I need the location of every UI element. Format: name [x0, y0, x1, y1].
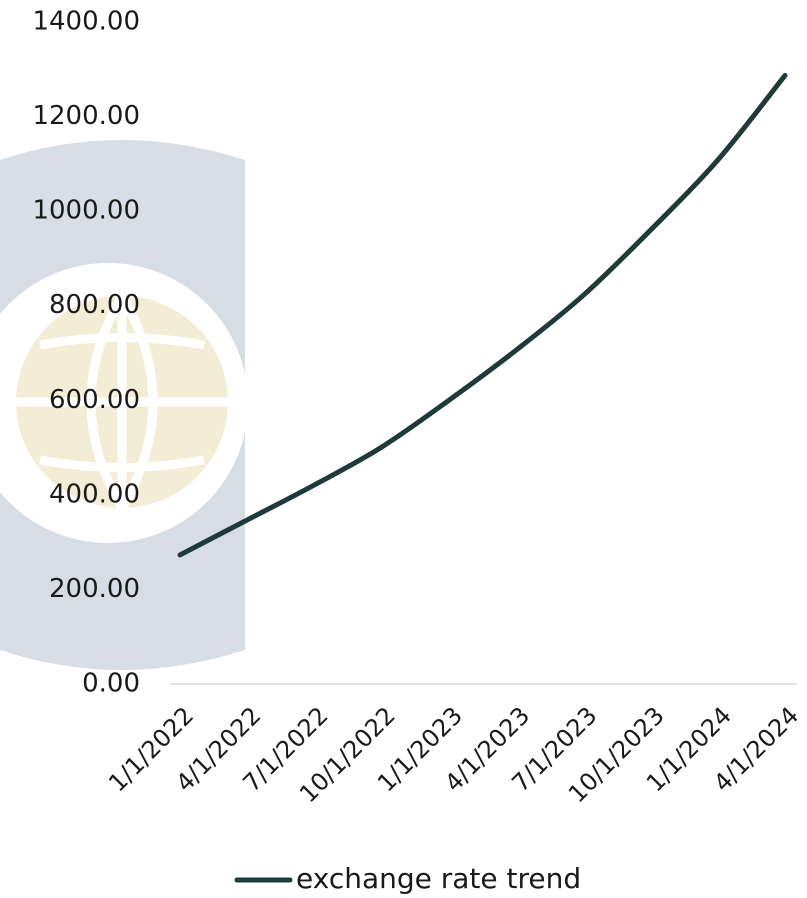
y-tick-label: 1000.00 [32, 196, 140, 226]
y-tick-label: 600.00 [49, 385, 140, 415]
y-tick-label: 1400.00 [32, 7, 140, 37]
y-tick-label: 800.00 [49, 290, 140, 320]
y-tick-label: 200.00 [49, 574, 140, 604]
y-tick-label: 400.00 [49, 479, 140, 509]
y-tick-label: 1200.00 [32, 101, 140, 131]
y-tick-label: 0.00 [82, 669, 140, 699]
series-line [180, 75, 785, 554]
legend-label: exchange rate trend [296, 862, 581, 895]
chart: 0.00 200.00 400.00 600.00 800.00 1000.00 1200.… [0, 0, 807, 898]
